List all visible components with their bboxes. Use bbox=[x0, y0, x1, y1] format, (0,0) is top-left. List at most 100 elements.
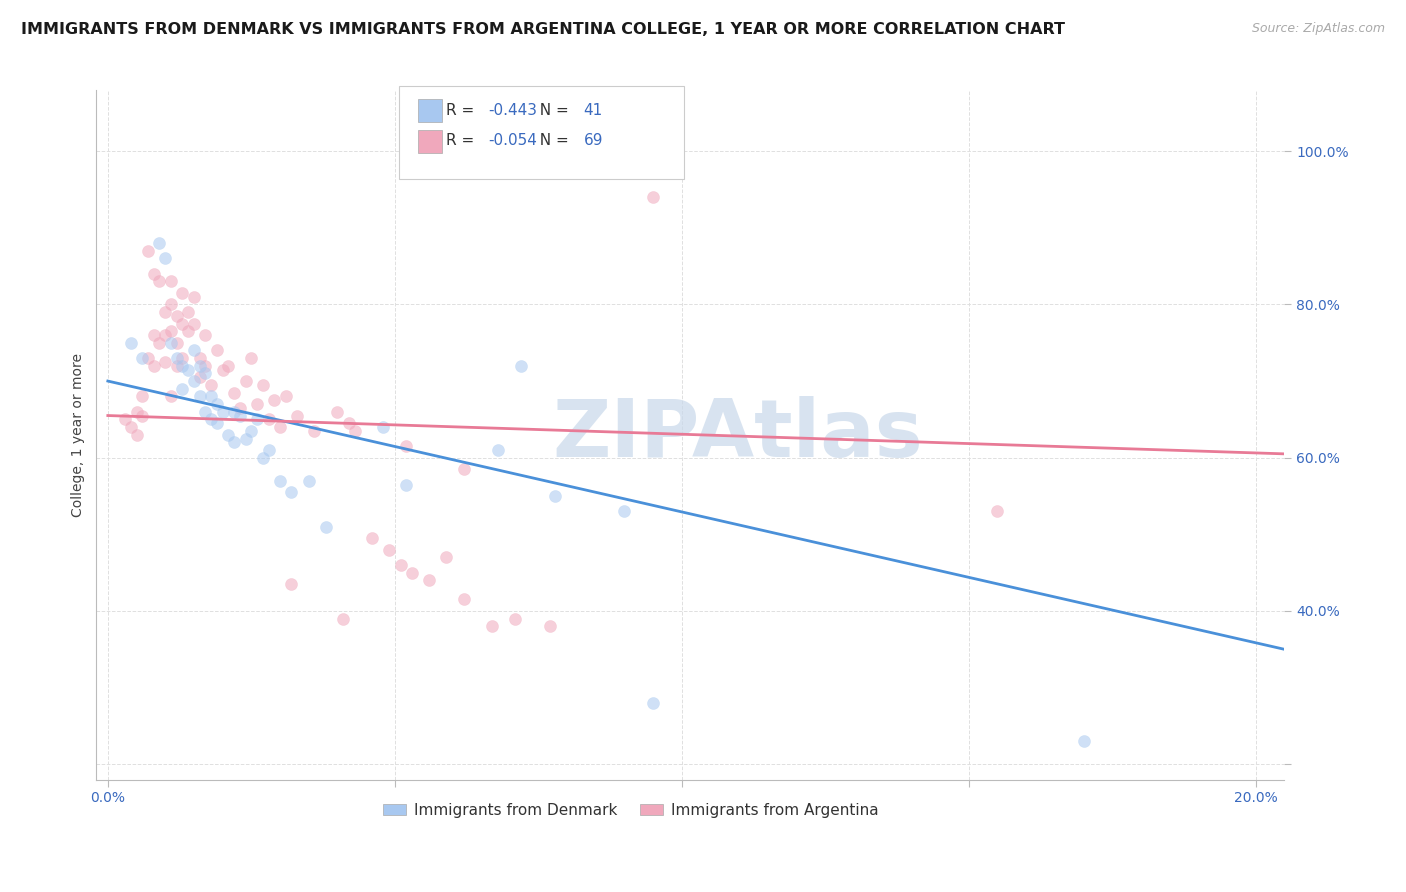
Point bbox=[246, 397, 269, 411]
Point bbox=[538, 619, 561, 633]
Point bbox=[148, 236, 170, 251]
Point bbox=[188, 359, 211, 373]
Point bbox=[183, 317, 205, 331]
Point bbox=[160, 389, 183, 403]
Point bbox=[257, 443, 280, 458]
Point bbox=[373, 420, 395, 434]
Point bbox=[142, 267, 165, 281]
FancyBboxPatch shape bbox=[419, 99, 441, 121]
Point bbox=[240, 351, 263, 365]
Point bbox=[200, 412, 222, 426]
Point bbox=[257, 412, 280, 426]
Point bbox=[343, 424, 366, 438]
Point bbox=[160, 335, 183, 350]
Point bbox=[285, 409, 308, 423]
Text: -0.443: -0.443 bbox=[488, 103, 537, 118]
Text: N =: N = bbox=[530, 103, 574, 118]
Point bbox=[211, 362, 233, 376]
Point bbox=[172, 351, 194, 365]
Point bbox=[188, 370, 211, 384]
Point bbox=[613, 504, 636, 518]
Point bbox=[183, 290, 205, 304]
Point bbox=[142, 359, 165, 373]
Point bbox=[166, 359, 188, 373]
Point bbox=[326, 405, 349, 419]
Point bbox=[166, 309, 188, 323]
Point bbox=[641, 190, 664, 204]
Text: Source: ZipAtlas.com: Source: ZipAtlas.com bbox=[1251, 22, 1385, 36]
Point bbox=[205, 416, 228, 430]
Text: IMMIGRANTS FROM DENMARK VS IMMIGRANTS FROM ARGENTINA COLLEGE, 1 YEAR OR MORE COR: IMMIGRANTS FROM DENMARK VS IMMIGRANTS FR… bbox=[21, 22, 1066, 37]
Point bbox=[172, 285, 194, 300]
FancyBboxPatch shape bbox=[399, 87, 685, 179]
Point bbox=[194, 359, 217, 373]
Point bbox=[280, 485, 302, 500]
Point bbox=[217, 359, 239, 373]
Point bbox=[222, 405, 245, 419]
Point bbox=[280, 577, 302, 591]
Point bbox=[160, 274, 183, 288]
Point bbox=[160, 297, 183, 311]
Point bbox=[188, 389, 211, 403]
Point bbox=[166, 351, 188, 365]
Point bbox=[172, 382, 194, 396]
Point bbox=[246, 412, 269, 426]
Point bbox=[194, 405, 217, 419]
Legend: Immigrants from Denmark, Immigrants from Argentina: Immigrants from Denmark, Immigrants from… bbox=[377, 797, 884, 823]
Y-axis label: College, 1 year or more: College, 1 year or more bbox=[72, 352, 86, 516]
Point bbox=[217, 427, 239, 442]
Point bbox=[131, 389, 153, 403]
Point bbox=[360, 531, 382, 545]
Point bbox=[453, 462, 475, 476]
Text: 41: 41 bbox=[583, 103, 603, 118]
Point bbox=[378, 542, 401, 557]
Point bbox=[136, 351, 159, 365]
Point bbox=[160, 324, 183, 338]
Point bbox=[505, 612, 527, 626]
Point bbox=[235, 432, 257, 446]
Point bbox=[263, 393, 285, 408]
Point bbox=[235, 374, 257, 388]
Point bbox=[177, 324, 200, 338]
Text: ZIPAtlas: ZIPAtlas bbox=[553, 396, 924, 474]
Point bbox=[240, 424, 263, 438]
Point bbox=[315, 519, 337, 533]
Point bbox=[252, 377, 274, 392]
Point bbox=[269, 420, 291, 434]
Point bbox=[131, 351, 153, 365]
Point bbox=[142, 328, 165, 343]
Point bbox=[211, 405, 233, 419]
Point bbox=[229, 409, 252, 423]
Point bbox=[544, 489, 567, 503]
Point bbox=[200, 389, 222, 403]
Point bbox=[172, 359, 194, 373]
Point bbox=[453, 592, 475, 607]
Point bbox=[401, 566, 423, 580]
Point bbox=[177, 362, 200, 376]
Point bbox=[1073, 734, 1095, 748]
Point bbox=[155, 328, 177, 343]
Point bbox=[120, 420, 142, 434]
Point bbox=[436, 550, 458, 565]
Point bbox=[274, 389, 297, 403]
Point bbox=[148, 335, 170, 350]
Point bbox=[188, 351, 211, 365]
Point bbox=[183, 374, 205, 388]
Point bbox=[389, 558, 412, 572]
Point bbox=[155, 355, 177, 369]
Point bbox=[641, 696, 664, 710]
Point bbox=[166, 335, 188, 350]
Point bbox=[155, 252, 177, 266]
Point bbox=[337, 416, 360, 430]
Text: 69: 69 bbox=[583, 133, 603, 148]
Text: R =: R = bbox=[446, 103, 479, 118]
Point bbox=[304, 424, 326, 438]
Point bbox=[332, 612, 354, 626]
Point bbox=[114, 412, 136, 426]
Point bbox=[205, 397, 228, 411]
Point bbox=[222, 435, 245, 450]
FancyBboxPatch shape bbox=[419, 130, 441, 153]
Point bbox=[136, 244, 159, 258]
Point bbox=[148, 274, 170, 288]
Point bbox=[229, 401, 252, 415]
